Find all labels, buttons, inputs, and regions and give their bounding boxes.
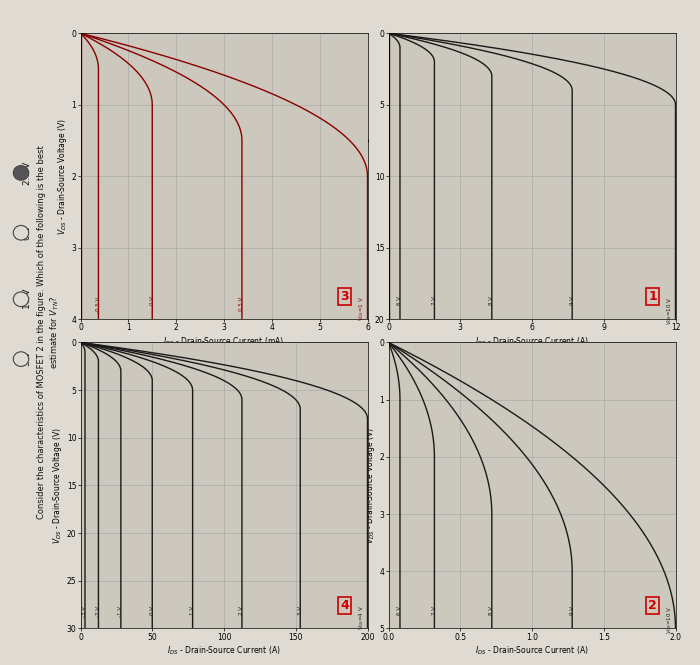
Text: 0 V: 0 V	[150, 297, 155, 305]
Text: 9 V: 9 V	[570, 297, 575, 305]
Text: 8 V: 8 V	[489, 606, 494, 614]
Y-axis label: $V_{DS}$ - Drain-Source Voltage (V): $V_{DS}$ - Drain-Source Voltage (V)	[56, 118, 69, 235]
Text: 7 V: 7 V	[432, 297, 437, 305]
Text: 7 V: 7 V	[432, 606, 437, 614]
Text: 10 V: 10 V	[23, 289, 32, 309]
Text: 2 V: 2 V	[239, 606, 244, 614]
Text: $V_{GS}$=1 V: $V_{GS}$=1 V	[357, 297, 366, 321]
Text: 2.9 V: 2.9 V	[23, 162, 32, 184]
Text: $V_{GS}$=10 V: $V_{GS}$=10 V	[665, 606, 674, 634]
Text: $V_{GS}$=4 V: $V_{GS}$=4 V	[357, 606, 366, 630]
Text: 8 V: 8 V	[489, 297, 494, 305]
Text: 1: 1	[648, 290, 657, 303]
Text: 3: 3	[340, 290, 349, 303]
Text: 1 V: 1 V	[190, 606, 195, 614]
X-axis label: $I_{DS}$ - Drain-Source Current (mA): $I_{DS}$ - Drain-Source Current (mA)	[164, 335, 284, 348]
Text: 0 V: 0 V	[23, 225, 32, 240]
Text: -1 V: -1 V	[118, 606, 123, 616]
Y-axis label: $V_{DS}$ - Drain-Source Voltage (V): $V_{DS}$ - Drain-Source Voltage (V)	[359, 118, 372, 235]
Text: Consider the characteristics of MOSFET 2 in the figure. Which of the following i: Consider the characteristics of MOSFET 2…	[37, 146, 61, 519]
Text: 3 V: 3 V	[23, 352, 32, 366]
Text: -2 V: -2 V	[96, 606, 101, 616]
X-axis label: $I_{DS}$ - Drain-Source Current (A): $I_{DS}$ - Drain-Source Current (A)	[475, 644, 589, 657]
Y-axis label: $V_{DS}$ - Drain-Source Voltage (V): $V_{DS}$ - Drain-Source Voltage (V)	[51, 427, 64, 544]
Text: 4: 4	[340, 599, 349, 612]
Text: 2: 2	[648, 599, 657, 612]
Text: 6 V: 6 V	[398, 297, 402, 305]
Text: 0 V: 0 V	[150, 606, 155, 614]
Text: -0.5 V: -0.5 V	[96, 297, 101, 313]
Text: 0.5 V: 0.5 V	[239, 297, 244, 311]
X-axis label: $I_{DS}$ - Drain-Source Current (A): $I_{DS}$ - Drain-Source Current (A)	[167, 644, 281, 657]
Text: 3 V: 3 V	[298, 606, 302, 614]
X-axis label: $I_{DS}$ - Drain-Source Current (A): $I_{DS}$ - Drain-Source Current (A)	[475, 335, 589, 348]
Text: 6 V: 6 V	[398, 606, 402, 614]
Text: 9 V: 9 V	[570, 606, 575, 614]
Text: $V_{GS}$=10 V: $V_{GS}$=10 V	[665, 297, 674, 325]
Y-axis label: $V_{DS}$ - Drain-Source Voltage (V): $V_{DS}$ - Drain-Source Voltage (V)	[364, 427, 377, 544]
Text: -3 V: -3 V	[83, 606, 88, 616]
